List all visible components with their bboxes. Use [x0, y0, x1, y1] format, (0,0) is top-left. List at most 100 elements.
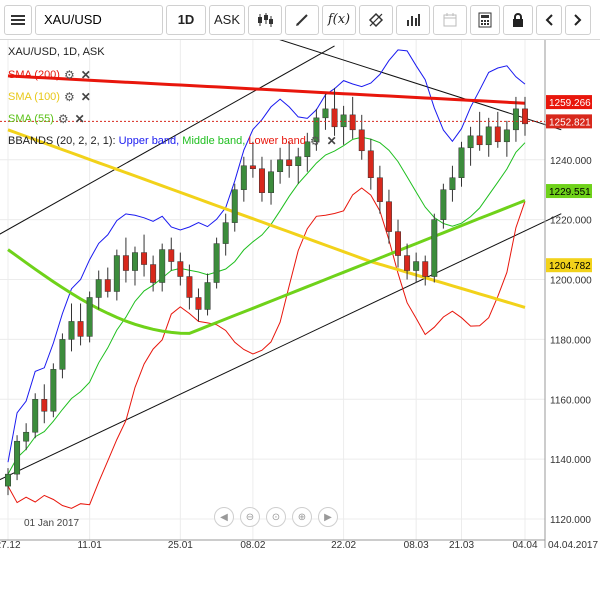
- bb-lower-line: [7, 187, 526, 509]
- timeframe-button[interactable]: 1D: [166, 4, 206, 35]
- gear-icon[interactable]: ⚙: [57, 112, 69, 126]
- legend-sma100[interactable]: SMA (100) ⚙ ✕: [8, 90, 91, 104]
- candle-body: [132, 252, 138, 271]
- candle-body: [59, 339, 66, 370]
- candle-body: [358, 129, 365, 152]
- close-icon[interactable]: ✕: [74, 112, 85, 126]
- price-tag: [546, 258, 592, 273]
- bb-middle-line: [7, 136, 526, 475]
- price-tag-label: 1204.782: [549, 261, 591, 272]
- y-tick-label: 1120.000: [550, 515, 591, 526]
- x-axis: 27.12 11.01 25.01 08.02 22.02 08.03 21.03 04.04…: [0, 539, 598, 551]
- scroll-right-button[interactable]: [565, 4, 591, 35]
- close-icon[interactable]: ✕: [80, 68, 91, 82]
- legend-sma55[interactable]: SMA (55) ⚙ ✕: [8, 112, 85, 126]
- zoom-reset-button[interactable]: ⊙: [266, 507, 286, 527]
- candle-body: [86, 297, 93, 337]
- x-tick-label: 22.02: [331, 540, 356, 551]
- candle-body: [503, 129, 510, 143]
- sma200-label: SMA (200): [8, 69, 60, 81]
- resistance-line: [252, 30, 562, 131]
- calculator-button[interactable]: [470, 4, 500, 35]
- candle-body: [231, 189, 238, 223]
- x-tick-label: 08.02: [240, 540, 265, 551]
- candle-body: [376, 177, 383, 202]
- indicators-button[interactable]: f(x): [322, 4, 356, 35]
- symbol-text: XAU/USD: [44, 12, 102, 27]
- draw-tool-button[interactable]: [285, 4, 319, 35]
- candle-body: [431, 219, 438, 277]
- price-chart[interactable]: 1120.000 1140.000 1160.000 1180.000 1200.000…: [0, 30, 600, 586]
- candle-body: [150, 264, 157, 283]
- bbands-label: BBANDS (20, 2, 2, 1):: [8, 135, 116, 147]
- zoom-out-icon: ⊖: [245, 511, 255, 523]
- x-tick-label: 21.03: [449, 540, 474, 551]
- candle-body: [440, 189, 447, 220]
- volume-button[interactable]: [396, 4, 430, 35]
- eraser-icon: [368, 12, 384, 27]
- close-icon[interactable]: ✕: [80, 90, 91, 104]
- candle-body: [186, 276, 193, 298]
- pencil-icon: [296, 13, 308, 26]
- candle-body: [512, 108, 519, 131]
- candle-body: [122, 255, 129, 271]
- price-tag-label: 1229.551: [549, 187, 591, 198]
- zoom-in-button[interactable]: ⊕: [292, 507, 312, 527]
- bar-chart-icon: [407, 13, 420, 26]
- gear-icon[interactable]: ⚙: [309, 134, 321, 148]
- chart-title-text: XAU/USD, 1D, ASK: [8, 46, 105, 58]
- toolbar: XAU/USD 1D ASK f(x): [0, 0, 600, 40]
- price-tag: [546, 114, 592, 129]
- chart-type-button[interactable]: [248, 4, 282, 35]
- candle-body: [413, 261, 420, 271]
- chevron-right-icon: [574, 13, 582, 26]
- x-tick-label: 27.12: [0, 540, 21, 551]
- chart-area[interactable]: 1120.000 1140.000 1160.000 1180.000 1200.000…: [0, 30, 600, 586]
- candle-body: [77, 321, 84, 337]
- scroll-left-button[interactable]: [536, 4, 562, 35]
- candle-body: [104, 279, 111, 292]
- close-icon[interactable]: ✕: [326, 134, 337, 148]
- candle-body: [177, 261, 184, 277]
- candle-body: [522, 108, 528, 125]
- price-type-button[interactable]: ASK: [209, 4, 245, 35]
- channel-upper-line: [0, 45, 335, 235]
- y-tick-label: 1180.000: [550, 335, 591, 346]
- lock-button[interactable]: [503, 4, 533, 35]
- candle-body: [340, 114, 347, 128]
- y-tick-label: 1240.000: [550, 156, 592, 167]
- y-tick-label: 1200.000: [550, 276, 592, 287]
- gear-icon[interactable]: ⚙: [63, 68, 75, 82]
- candle-body: [467, 135, 474, 149]
- price-tag: [546, 95, 592, 110]
- candle-body: [458, 147, 465, 178]
- candle-body: [195, 297, 202, 310]
- candle-body: [168, 249, 175, 262]
- x-tick-label: 25.01: [168, 540, 193, 551]
- menu-button[interactable]: [4, 4, 32, 35]
- gear-icon[interactable]: ⚙: [63, 90, 75, 104]
- sma55-line: [7, 199, 526, 335]
- candle-body: [32, 399, 39, 433]
- symbol-selector[interactable]: XAU/USD: [35, 4, 163, 35]
- y-tick-label: 1160.000: [550, 395, 591, 406]
- candles: [5, 87, 528, 496]
- candle-body: [449, 177, 456, 190]
- sma100-label: SMA (100): [8, 91, 60, 103]
- erase-button[interactable]: [359, 4, 393, 35]
- candle-body: [268, 171, 275, 193]
- price-tag: [546, 184, 592, 199]
- current-date-label: 04.04.2017: [548, 540, 598, 551]
- zoom-out-button[interactable]: ⊖: [240, 507, 260, 527]
- candle-body: [240, 165, 247, 190]
- nav-next-button[interactable]: ▶: [318, 507, 338, 527]
- bb-upper-line: [7, 49, 526, 463]
- legend-bbands[interactable]: BBANDS (20, 2, 2, 1): Upper band, Middle…: [8, 134, 337, 148]
- candle-body: [476, 135, 483, 146]
- calendar-button[interactable]: [433, 4, 467, 35]
- x-tick-label: 04.04: [512, 540, 537, 551]
- sma55-label: SMA (55): [8, 113, 54, 125]
- nav-prev-button[interactable]: ◀: [214, 507, 234, 527]
- x-tick-label: 08.03: [404, 540, 429, 551]
- legend-sma200[interactable]: SMA (200) ⚙ ✕: [8, 68, 91, 82]
